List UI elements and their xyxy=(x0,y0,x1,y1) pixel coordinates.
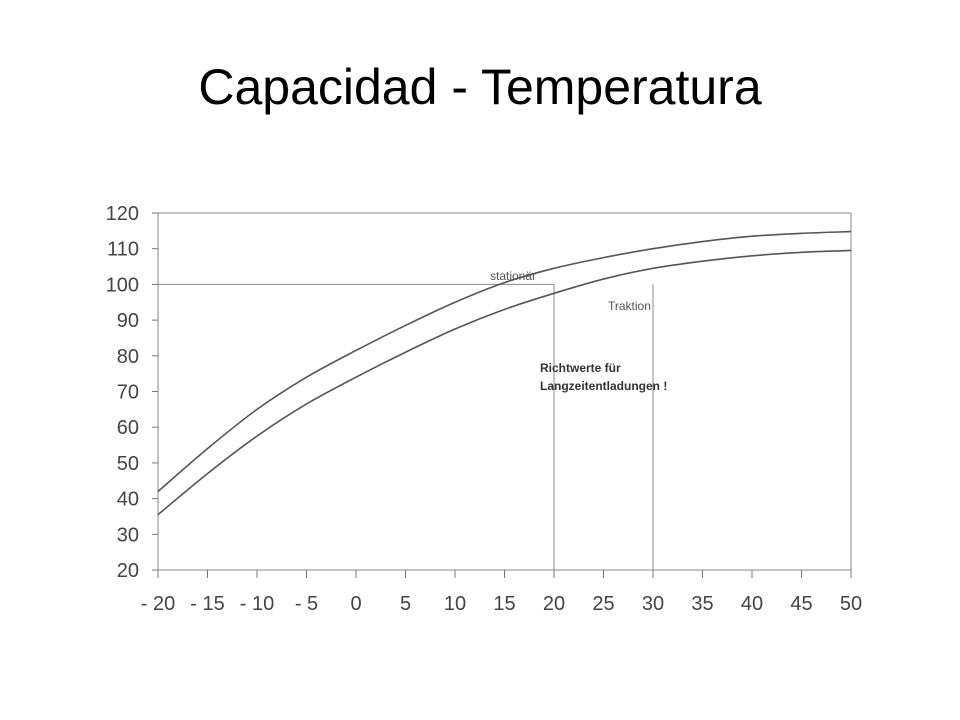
y-tick-label: 110 xyxy=(107,239,139,261)
x-tick-label: - 20 xyxy=(141,593,175,615)
x-tick-label: 25 xyxy=(592,593,614,615)
y-tick-labels: 20 30 40 50 60 70 80 90 100 110 120 xyxy=(106,203,139,582)
x-tick-label: 15 xyxy=(493,593,515,615)
y-tick-label: 70 xyxy=(117,382,139,404)
y-tick-label: 50 xyxy=(117,453,139,475)
series-lines xyxy=(157,230,852,516)
y-tick-label: 20 xyxy=(117,560,139,582)
y-tick-label: 30 xyxy=(117,524,139,546)
x-tick-label: - 15 xyxy=(190,593,224,615)
y-tick-label: 80 xyxy=(117,346,139,368)
x-tick-label: 30 xyxy=(642,593,664,615)
x-tick-label: 10 xyxy=(444,593,466,615)
annotation-line-1: Richtwerte für xyxy=(540,361,621,375)
reference-lines xyxy=(158,283,654,570)
y-ticks xyxy=(152,212,158,571)
x-tick-label: - 10 xyxy=(240,593,274,615)
series-label-traktion: Traktion xyxy=(608,299,651,313)
series-line-1 xyxy=(157,249,852,516)
x-tick-label: 50 xyxy=(840,593,862,615)
x-tick-label: 35 xyxy=(691,593,713,615)
slide-title: Capacidad - Temperatura xyxy=(198,59,762,115)
y-tick-label: 40 xyxy=(117,489,139,511)
x-tick-label: 40 xyxy=(741,593,763,615)
x-tick-label: 0 xyxy=(350,593,361,615)
x-tick-label: 20 xyxy=(543,593,565,615)
x-ticks xyxy=(157,570,852,578)
x-tick-labels: - 20 - 15 - 10 - 5 0 5 10 15 20 25 30 35 40 45 50 xyxy=(141,593,862,615)
x-tick-label: 5 xyxy=(400,593,411,615)
annotation-line-2: Langzeitentladungen ! xyxy=(540,379,667,393)
plot-frame xyxy=(157,212,852,571)
x-tick-label: - 5 xyxy=(295,593,318,615)
y-tick-label: 120 xyxy=(106,203,139,225)
y-tick-label: 60 xyxy=(117,417,139,439)
y-tick-label: 90 xyxy=(117,310,139,332)
series-line-0 xyxy=(157,230,852,493)
x-tick-label: 45 xyxy=(790,593,812,615)
series-label-stationar: stationär xyxy=(490,269,536,283)
y-tick-label: 100 xyxy=(106,274,139,296)
